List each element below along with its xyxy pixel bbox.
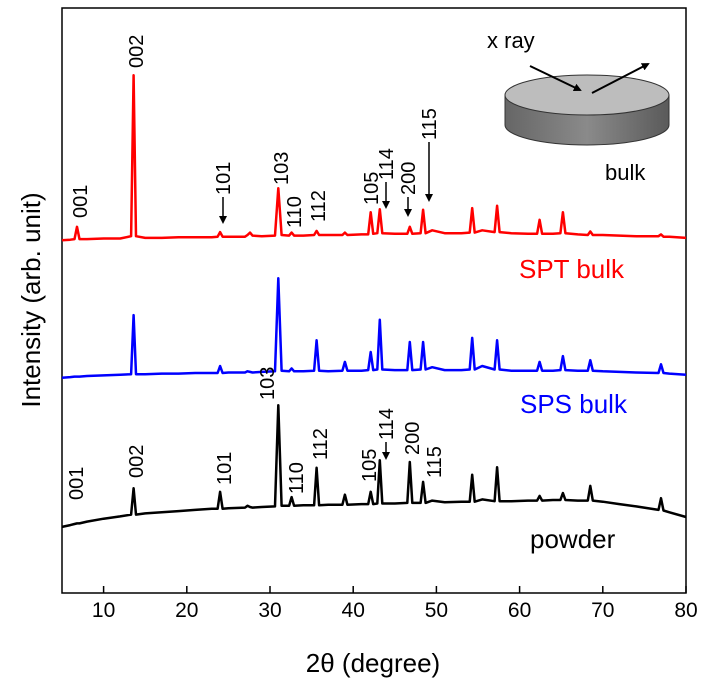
peak-label: 115 xyxy=(424,446,446,478)
inset-sample xyxy=(504,63,670,146)
annotation: x ray xyxy=(487,28,535,53)
peak-label: 105 xyxy=(359,449,381,482)
x-tick-label: 80 xyxy=(674,599,697,622)
peak-label: 112 xyxy=(308,190,330,222)
peak-label: 200 xyxy=(402,422,424,455)
series-line xyxy=(61,403,687,529)
peak-label: 110 xyxy=(286,462,308,494)
peak-label: 103 xyxy=(257,367,279,400)
peak-label: 114 xyxy=(376,148,398,180)
plot-frame xyxy=(61,7,687,594)
annotation: bulk xyxy=(605,160,646,185)
y-axis-label: Intensity (arb. unit) xyxy=(16,192,46,407)
x-tick-label: 30 xyxy=(258,599,281,622)
x-tick-label: 20 xyxy=(175,599,198,622)
peak-label: 200 xyxy=(398,162,420,195)
peak-label: 103 xyxy=(271,152,293,185)
peak-label: 101 xyxy=(213,162,235,195)
peak-label: 002 xyxy=(126,445,148,478)
series-label: SPT bulk xyxy=(519,254,625,284)
series-line xyxy=(61,277,687,379)
x-tick-label: 40 xyxy=(342,599,365,622)
peak-label: 001 xyxy=(66,467,88,500)
peak-label: 001 xyxy=(70,185,92,218)
peak-label: 114 xyxy=(376,408,398,440)
series-label: SPS bulk xyxy=(520,389,628,419)
peak-label: 101 xyxy=(214,452,236,485)
peak-label: 105 xyxy=(361,172,383,205)
peak-label: 110 xyxy=(284,196,306,228)
peak-label: 115 xyxy=(419,108,441,140)
series-line xyxy=(61,74,687,242)
peak-label: 112 xyxy=(310,428,332,460)
x-axis-label: 2θ (degree) xyxy=(306,648,440,678)
x-tick-label: 70 xyxy=(591,599,614,622)
x-tick-label: 10 xyxy=(92,599,115,622)
peak-label: 002 xyxy=(126,35,148,68)
x-tick-label: 50 xyxy=(425,599,448,622)
series-label: powder xyxy=(530,524,616,554)
x-tick-label: 60 xyxy=(508,599,531,622)
